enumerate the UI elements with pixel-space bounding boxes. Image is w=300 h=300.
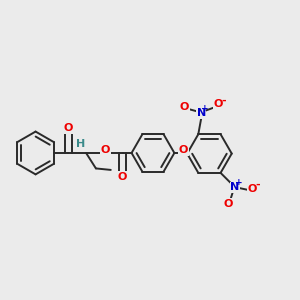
Text: +: + bbox=[235, 178, 242, 188]
Text: -: - bbox=[221, 96, 226, 106]
Text: +: + bbox=[201, 104, 209, 113]
Text: O: O bbox=[214, 99, 223, 109]
Text: H: H bbox=[76, 140, 85, 149]
Text: O: O bbox=[248, 184, 257, 194]
Text: O: O bbox=[101, 145, 110, 155]
Text: N: N bbox=[230, 182, 239, 192]
Text: O: O bbox=[223, 199, 232, 209]
Text: N: N bbox=[196, 109, 206, 118]
Text: O: O bbox=[118, 172, 127, 182]
Text: O: O bbox=[64, 123, 73, 133]
Text: -: - bbox=[255, 180, 260, 190]
Text: O: O bbox=[180, 102, 189, 112]
Text: O: O bbox=[178, 145, 188, 155]
